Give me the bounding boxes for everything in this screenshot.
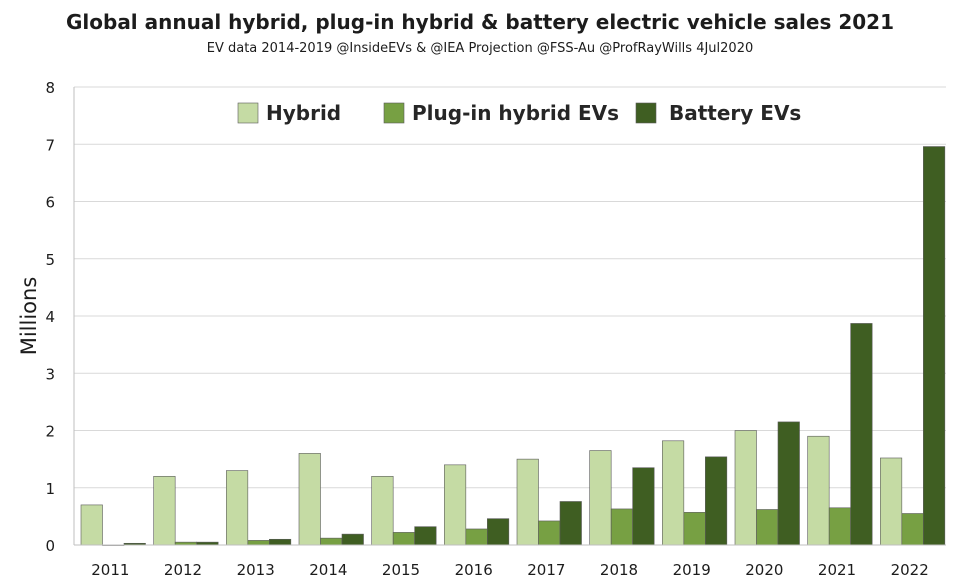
y-tick-label: 2 xyxy=(45,423,55,441)
legend-label: Battery EVs xyxy=(669,101,801,125)
bar-hybrid-2015 xyxy=(371,475,394,546)
x-tick-label: 2016 xyxy=(455,561,493,579)
bar-plug-in-hybrid-evs-2016 xyxy=(465,528,488,546)
x-tick-label: 2015 xyxy=(382,561,420,579)
bar-hybrid-2020 xyxy=(734,430,757,546)
y-tick-label: 4 xyxy=(45,308,55,326)
y-tick-label: 6 xyxy=(45,194,55,212)
chart-title: Global annual hybrid, plug-in hybrid & b… xyxy=(65,10,895,34)
x-tick-label: 2022 xyxy=(891,561,929,579)
bar-battery-evs-2013 xyxy=(269,538,292,546)
bar-plug-in-hybrid-evs-2022 xyxy=(901,513,924,546)
x-tick-label: 2014 xyxy=(309,561,347,579)
y-axis-label: Millions xyxy=(17,277,41,356)
x-tick-label: 2013 xyxy=(237,561,275,579)
x-tick-label: 2018 xyxy=(600,561,638,579)
bar-battery-evs-2019 xyxy=(705,456,728,546)
bar-hybrid-2017 xyxy=(516,458,539,546)
bar-plug-in-hybrid-evs-2019 xyxy=(683,512,706,546)
bar-hybrid-2021 xyxy=(807,435,830,546)
bar-battery-evs-2020 xyxy=(777,421,800,546)
legend-swatch xyxy=(237,102,259,124)
y-tick-label: 5 xyxy=(45,251,55,269)
legend-swatch xyxy=(635,102,657,124)
bar-battery-evs-2022 xyxy=(923,146,946,546)
bar-hybrid-2016 xyxy=(444,464,467,546)
y-tick-label: 7 xyxy=(45,136,55,154)
bar-plug-in-hybrid-evs-2015 xyxy=(392,532,415,546)
bar-plug-in-hybrid-evs-2013 xyxy=(247,540,270,546)
bar-hybrid-2019 xyxy=(662,440,685,546)
bar-plug-in-hybrid-evs-2014 xyxy=(320,537,343,546)
x-tick-label: 2020 xyxy=(745,561,783,579)
bar-plug-in-hybrid-evs-2018 xyxy=(610,508,633,546)
gridlines xyxy=(74,86,946,489)
x-tick-label: 2021 xyxy=(818,561,856,579)
bar-battery-evs-2015 xyxy=(414,526,437,546)
legend-label: Hybrid xyxy=(266,101,341,125)
bar-hybrid-2014 xyxy=(298,453,321,546)
x-tick-label: 2011 xyxy=(91,561,129,579)
legend: Hybrid Plug-in hybrid EVs Battery EVs xyxy=(237,101,801,125)
bar-hybrid-2022 xyxy=(880,457,903,546)
bar-hybrid-2012 xyxy=(153,475,176,546)
y-tick-label: 1 xyxy=(45,480,55,498)
legend-label: Plug-in hybrid EVs xyxy=(412,101,619,125)
bars xyxy=(80,146,946,546)
x-tick-label: 2019 xyxy=(673,561,711,579)
axes: 0 1 2 3 4 5 6 7 8 2011 2012 2013 2014 2015 2016 2017 201… xyxy=(45,79,946,579)
bar-battery-evs-2021 xyxy=(850,323,873,546)
bar-battery-evs-2016 xyxy=(487,518,510,546)
bar-hybrid-2013 xyxy=(226,470,249,546)
y-tick-label: 0 xyxy=(45,537,55,555)
x-tick-label: 2017 xyxy=(527,561,565,579)
chart-subtitle: EV data 2014-2019 @InsideEVs & @IEA Proj… xyxy=(206,41,754,56)
bar-hybrid-2011 xyxy=(80,504,103,546)
bar-hybrid-2018 xyxy=(589,450,612,546)
legend-swatch xyxy=(383,102,405,124)
bar-plug-in-hybrid-evs-2020 xyxy=(756,509,779,546)
y-tick-label: 8 xyxy=(45,79,55,97)
x-tick-label: 2012 xyxy=(164,561,202,579)
bar-battery-evs-2014 xyxy=(341,533,364,546)
bar-plug-in-hybrid-evs-2017 xyxy=(538,520,561,546)
y-tick-label: 3 xyxy=(45,365,55,383)
bar-battery-evs-2018 xyxy=(632,467,655,546)
bar-plug-in-hybrid-evs-2021 xyxy=(828,507,851,546)
bar-battery-evs-2017 xyxy=(559,501,582,546)
